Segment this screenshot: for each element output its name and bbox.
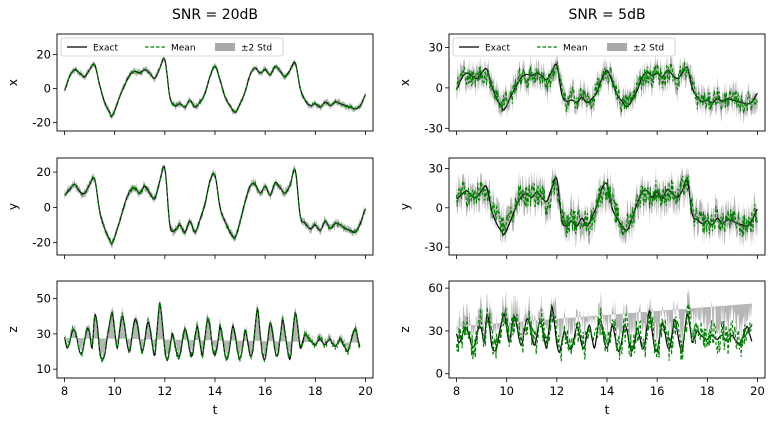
y-axis-label: y: [398, 203, 412, 210]
x-tick-label: 8: [61, 384, 68, 398]
plot-area: [455, 288, 753, 362]
x-tick-label: 18: [308, 384, 323, 398]
y-tick-label: 20: [36, 165, 51, 179]
x-tick-label: 10: [499, 384, 514, 398]
x-tick-label: 14: [600, 384, 615, 398]
std-band: [456, 288, 752, 351]
y-tick-label: -20: [32, 236, 51, 250]
y-tick-label: 10: [36, 362, 51, 376]
mean-line: [455, 60, 759, 114]
legend-std-label: ±2 Std: [241, 44, 272, 54]
mean-line: [455, 174, 759, 238]
y-tick-label: 30: [36, 327, 51, 341]
plot-area: [63, 299, 361, 363]
subplot-right-x: -30 0 30 x SNR = 5dB Exact Mean ±2 Std: [398, 7, 766, 135]
y-tick-label: 0: [436, 81, 443, 95]
column-title: SNR = 20dB: [172, 7, 258, 23]
std-band: [64, 299, 360, 358]
x-axis-label: t: [213, 403, 218, 417]
legend: Exact Mean ±2 Std: [60, 37, 284, 57]
subplot-right-y: -30 0 30 y: [398, 157, 766, 259]
subplot-right-z: 0 30 60 8 10 12 14 16 18 20 z t: [398, 280, 766, 417]
legend-exact-label: Exact: [485, 44, 510, 54]
legend-exact-label: Exact: [93, 44, 118, 54]
y-tick-label: -20: [32, 115, 51, 129]
std-band: [64, 55, 366, 120]
x-tick-label: 20: [358, 384, 373, 398]
y-axis-label: z: [6, 326, 20, 332]
mean-line: [455, 304, 753, 362]
x-tick-label: 8: [453, 384, 460, 398]
subplot-left-x: -20 0 20 x SNR = 20dB Exact Mean ±2 Std: [6, 7, 374, 135]
plot-area: [455, 51, 759, 125]
x-tick-label: 12: [550, 384, 565, 398]
plot-area: [64, 164, 367, 249]
y-tick-label: 30: [428, 40, 443, 54]
legend: Exact Mean ±2 Std: [452, 37, 676, 57]
std-band: [456, 165, 758, 252]
legend-std-label: ±2 Std: [633, 44, 664, 54]
y-tick-label: -30: [424, 240, 443, 254]
std-band: [456, 51, 758, 125]
column-title: SNR = 5dB: [568, 7, 645, 23]
x-tick-label: 12: [158, 384, 173, 398]
y-tick-label: 30: [428, 161, 443, 175]
y-tick-label: -30: [424, 121, 443, 135]
subplot-left-y: -20 0 20 y: [6, 157, 374, 259]
x-tick-label: 14: [208, 384, 223, 398]
subplot-left-z: 10 30 50 8 10 12 14 16 18 20 z t: [6, 280, 374, 417]
y-axis-label: y: [6, 203, 20, 210]
y-tick-label: 30: [428, 324, 443, 338]
y-tick-label: 0: [44, 81, 51, 95]
x-tick-label: 10: [107, 384, 122, 398]
x-axis-label: t: [605, 403, 610, 417]
legend-box: [452, 37, 676, 57]
y-axis-label: x: [6, 79, 20, 86]
y-tick-label: 50: [36, 292, 51, 306]
x-tick-label: 20: [750, 384, 765, 398]
mean-line: [64, 56, 366, 119]
x-tick-label: 18: [700, 384, 715, 398]
legend-mean-label: Mean: [563, 44, 588, 54]
y-tick-label: 0: [436, 201, 443, 215]
legend-std-swatch: [607, 43, 627, 51]
x-tick-label: 16: [650, 384, 665, 398]
y-tick-label: 60: [428, 281, 443, 295]
legend-mean-label: Mean: [171, 44, 196, 54]
plot-area: [455, 165, 759, 252]
x-tick-label: 16: [258, 384, 273, 398]
legend-std-swatch: [215, 43, 235, 51]
y-axis-label: x: [398, 79, 412, 86]
legend-box: [60, 37, 284, 57]
y-tick-label: 0: [436, 367, 443, 381]
plot-area: [63, 55, 366, 120]
axes-frame: [56, 280, 374, 379]
y-axis-label: z: [398, 326, 412, 332]
mean-line: [64, 166, 367, 246]
y-tick-label: 20: [36, 47, 51, 61]
y-tick-label: 0: [44, 200, 51, 214]
